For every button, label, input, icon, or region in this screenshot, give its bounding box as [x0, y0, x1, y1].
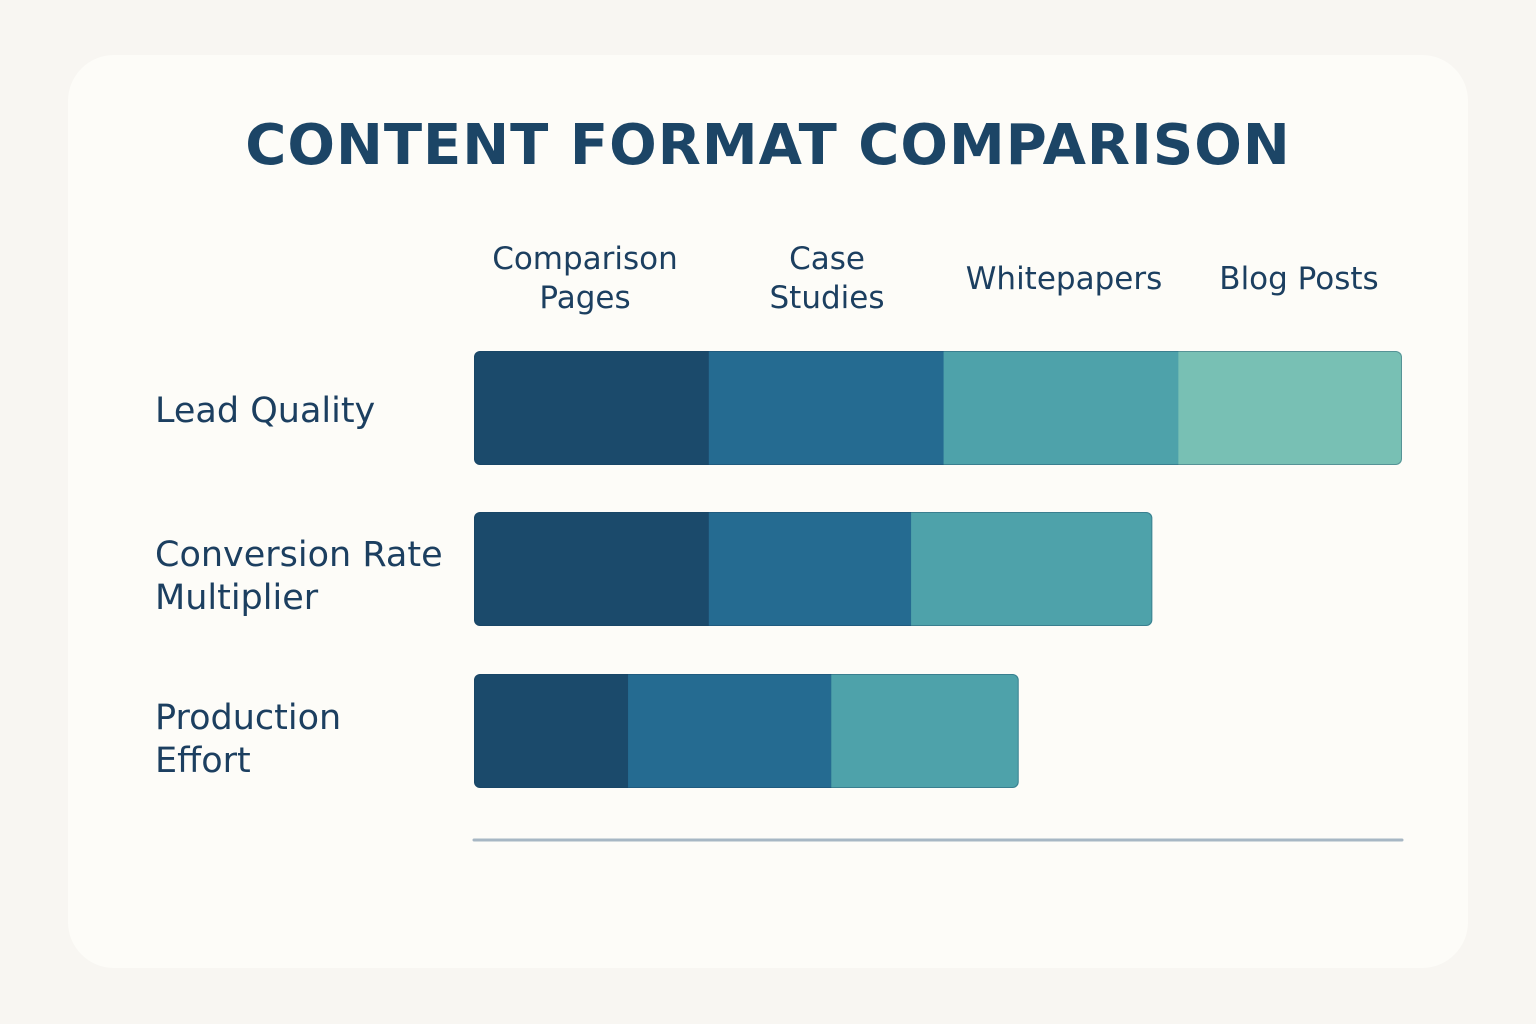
chart-card — [68, 55, 1468, 968]
bar-segment-lead-quality-comparison-pages — [474, 351, 710, 465]
legend-comparison-pages: Comparison Pages — [492, 241, 678, 316]
bar-segment-production-effort-case-studies — [628, 674, 832, 788]
bar-segment-conversion-rate-multiplier-comparison-pages — [474, 512, 710, 626]
row-label-conversion-rate-multiplier: Conversion Rate Multiplier — [155, 535, 443, 618]
bar-row-lead-quality — [474, 351, 1402, 465]
chart-title: CONTENT FORMAT COMPARISON — [245, 113, 1291, 178]
bar-segment-conversion-rate-multiplier-case-studies — [708, 512, 912, 626]
bar-outline-conversion-rate-multiplier — [474, 512, 1153, 626]
legend-whitepapers: Whitepapers — [965, 261, 1163, 297]
legend-case-studies: Case Studies — [769, 241, 885, 316]
bar-segment-lead-quality-whitepapers — [943, 351, 1179, 465]
bar-row-production-effort — [474, 674, 1019, 788]
legend-blog-posts: Blog Posts — [1219, 261, 1379, 297]
row-label-lead-quality: Lead Quality — [155, 391, 376, 431]
bar-segment-production-effort-whitepapers — [831, 674, 1019, 788]
bar-row-conversion-rate-multiplier — [474, 512, 1153, 626]
bar-segment-lead-quality-blog-posts — [1178, 351, 1402, 465]
bar-outline-production-effort — [474, 674, 1019, 788]
bar-segment-production-effort-comparison-pages — [474, 674, 629, 788]
bar-segment-conversion-rate-multiplier-whitepapers — [911, 512, 1153, 626]
row-label-production-effort: Production Effort — [155, 698, 342, 781]
bar-segment-lead-quality-case-studies — [708, 351, 945, 465]
bar-outline-lead-quality — [474, 351, 1402, 465]
